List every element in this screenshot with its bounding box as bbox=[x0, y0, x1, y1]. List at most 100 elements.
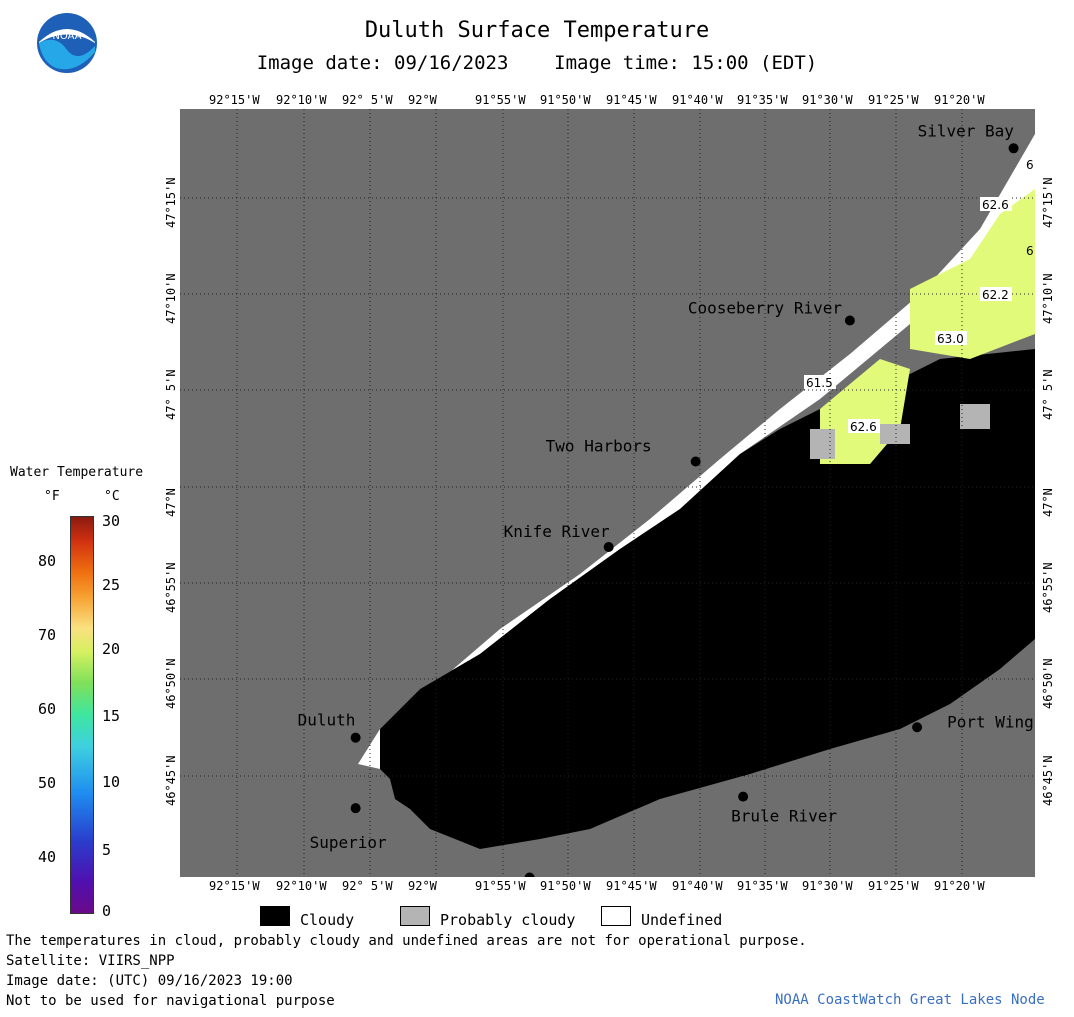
credit-link[interactable]: NOAA CoastWatch Great Lakes Node bbox=[775, 992, 1045, 1008]
lat-label: 47°15'N bbox=[1041, 177, 1055, 228]
temp-label: 6 bbox=[1026, 244, 1034, 258]
temp-label: 62.2 bbox=[982, 288, 1009, 302]
lon-label: 91°30'W bbox=[802, 93, 853, 107]
lon-label: 91°35'W bbox=[737, 93, 788, 107]
lat-label: 46°50'N bbox=[1041, 658, 1055, 709]
place-label: Knife River bbox=[504, 522, 610, 541]
place-marker bbox=[350, 803, 361, 814]
footer-disclaimer: The temperatures in cloud, probably clou… bbox=[6, 933, 807, 949]
place-label: Two Harbors bbox=[546, 436, 652, 455]
colorbar bbox=[70, 516, 94, 914]
lat-label: 47°10'N bbox=[1041, 273, 1055, 324]
lon-label: 91°45'W bbox=[606, 879, 657, 893]
lat-label: 47° 5'N bbox=[164, 369, 178, 420]
lon-label: 91°50'W bbox=[540, 879, 591, 893]
lon-label: 91°20'W bbox=[934, 879, 985, 893]
place-marker bbox=[912, 722, 923, 733]
legend-undefined-label: Undefined bbox=[641, 911, 723, 929]
lon-label: 92°10'W bbox=[276, 879, 327, 893]
lon-label: 91°45'W bbox=[606, 93, 657, 107]
lon-label: 91°20'W bbox=[934, 93, 985, 107]
lat-label: 46°45'N bbox=[164, 755, 178, 806]
temp-label: 63.0 bbox=[937, 332, 964, 346]
place-marker bbox=[603, 541, 614, 552]
lon-label: 92°W bbox=[408, 879, 437, 893]
lon-label: 91°25'W bbox=[868, 879, 919, 893]
place-label: Duluth bbox=[298, 711, 356, 730]
legend-probably-cloudy-label: Probably cloudy bbox=[440, 911, 576, 929]
footer-utc-date: Image date: (UTC) 09/16/2023 19:00 bbox=[6, 973, 293, 989]
colorbar-tick-c: 15 bbox=[102, 707, 121, 725]
footer-satellite: Satellite: VIIRS_NPP bbox=[6, 953, 175, 969]
lon-label: 91°40'W bbox=[672, 879, 723, 893]
colorbar-tick-c: 10 bbox=[102, 773, 121, 791]
place-label: Cooseberry River bbox=[688, 298, 842, 317]
lon-label: 92° 5'W bbox=[342, 93, 393, 107]
legend-probably-cloudy-swatch bbox=[400, 906, 430, 926]
temperature-map[interactable]: Silver Bay Cooseberry River Two Harbors Kni… bbox=[180, 109, 1035, 877]
probably-cloudy-patch bbox=[810, 429, 835, 459]
colorbar-tick-c: 5 bbox=[102, 841, 112, 859]
place-markers: Silver Bay Cooseberry River Two Harbors Kni… bbox=[298, 121, 1034, 877]
colorbar-unit-c: °C bbox=[104, 489, 120, 504]
place-label: Port Wing bbox=[947, 712, 1034, 731]
colorbar-unit-f: °F bbox=[44, 489, 60, 504]
place-label: Superior bbox=[310, 833, 387, 852]
lat-label: 47°N bbox=[1041, 488, 1055, 517]
place-marker bbox=[524, 872, 535, 877]
lon-label: 92°W bbox=[408, 93, 437, 107]
lon-label: 91°55'W bbox=[475, 879, 526, 893]
temp-label: 6 bbox=[1026, 158, 1034, 172]
lon-label: 91°55'W bbox=[475, 93, 526, 107]
footer-navigation-note: Not to be used for navigational purpose bbox=[6, 993, 335, 1009]
lon-label: 91°50'W bbox=[540, 93, 591, 107]
lon-label: 92°15'W bbox=[209, 93, 260, 107]
lon-label: 91°35'W bbox=[737, 879, 788, 893]
place-marker bbox=[350, 732, 361, 743]
graticule bbox=[180, 109, 1035, 877]
lat-label: 47°15'N bbox=[164, 177, 178, 228]
colorbar-tick-f: 40 bbox=[38, 848, 57, 866]
noaa-logo: NOAA bbox=[37, 13, 97, 73]
warm-water-region bbox=[910, 189, 1035, 359]
place-marker bbox=[844, 315, 855, 326]
legend-cloudy-swatch bbox=[260, 906, 290, 926]
lat-label: 46°55'N bbox=[164, 562, 178, 613]
place-label: Silver Bay bbox=[918, 121, 1015, 140]
legend-undefined-swatch bbox=[601, 906, 631, 926]
place-marker bbox=[690, 456, 701, 467]
lon-label: 92°15'W bbox=[209, 879, 260, 893]
colorbar-tick-f: 60 bbox=[38, 700, 57, 718]
cloudy-region bbox=[380, 349, 1035, 849]
lat-label: 46°50'N bbox=[164, 658, 178, 709]
lat-label: 47° 5'N bbox=[1041, 369, 1055, 420]
temp-label: 61.5 bbox=[806, 376, 833, 390]
colorbar-tick-f: 80 bbox=[38, 552, 57, 570]
colorbar-title: Water Temperature bbox=[10, 465, 144, 480]
logo-text: NOAA bbox=[52, 31, 81, 42]
lon-label: 91°30'W bbox=[802, 879, 853, 893]
map-subtitle: Image date: 09/16/2023 Image time: 15:00… bbox=[256, 52, 818, 74]
lat-label: 47°10'N bbox=[164, 273, 178, 324]
lat-label: 47°N bbox=[164, 488, 178, 517]
lon-label: 92°10'W bbox=[276, 93, 327, 107]
place-marker bbox=[1008, 143, 1019, 154]
lon-label: 91°25'W bbox=[868, 93, 919, 107]
lon-label: 91°40'W bbox=[672, 93, 723, 107]
place-marker bbox=[738, 791, 749, 802]
colorbar-tick-c: 20 bbox=[102, 640, 121, 658]
probably-cloudy-patch bbox=[880, 424, 910, 444]
probably-cloudy-patch bbox=[960, 404, 990, 429]
colorbar-tick-f: 50 bbox=[38, 774, 57, 792]
lat-label: 46°45'N bbox=[1041, 755, 1055, 806]
temperature-labels: 62.6 62.2 63.0 61.5 62.6 6 6 bbox=[804, 158, 1034, 434]
lon-label: 92° 5'W bbox=[342, 879, 393, 893]
colorbar-tick-c: 25 bbox=[102, 576, 121, 594]
map-title: Duluth Surface Temperature bbox=[364, 18, 710, 43]
lat-label: 46°55'N bbox=[1041, 562, 1055, 613]
temp-label: 62.6 bbox=[850, 420, 877, 434]
colorbar-tick-c: 0 bbox=[102, 902, 112, 920]
colorbar-tick-c: 30 bbox=[102, 512, 121, 530]
colorbar-tick-f: 70 bbox=[38, 626, 57, 644]
legend-cloudy-label: Cloudy bbox=[300, 911, 355, 929]
